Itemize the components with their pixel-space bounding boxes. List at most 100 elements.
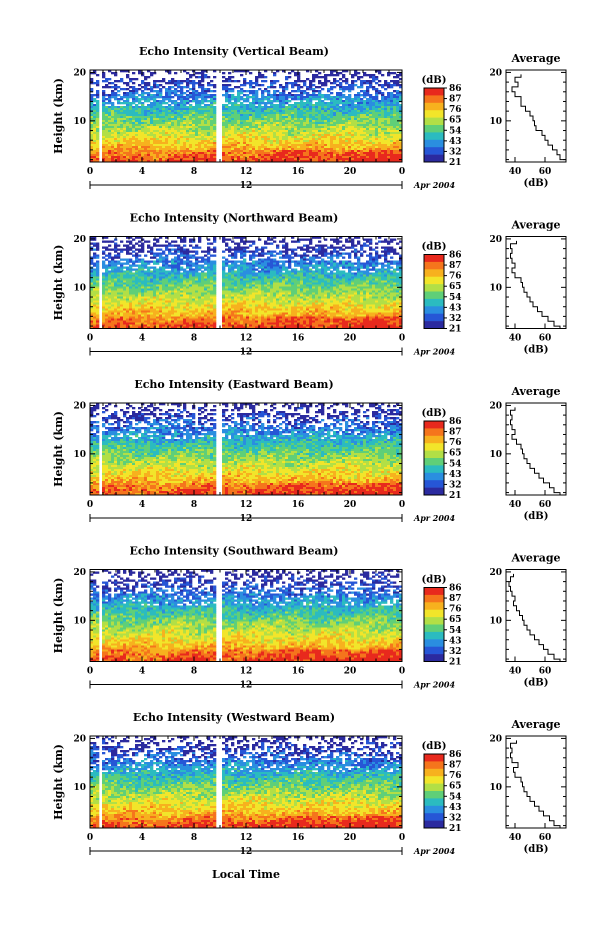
heatmap-cell <box>177 156 180 158</box>
colorbar-swatch <box>424 132 444 140</box>
heatmap-cell <box>168 116 171 118</box>
heatmap-cell <box>267 148 270 150</box>
heatmap-cell <box>174 130 177 132</box>
heatmap-cell <box>324 118 327 120</box>
heatmap-cell <box>300 138 303 140</box>
heatmap-cell <box>237 90 240 92</box>
heatmap-cell <box>342 245 345 247</box>
heatmap-cell <box>393 140 396 142</box>
heatmap-cell <box>276 118 279 120</box>
heatmap-cell <box>387 102 390 104</box>
heatmap-cell <box>210 100 213 102</box>
heatmap-cell <box>237 142 240 144</box>
heatmap-cell <box>297 138 300 140</box>
heatmap-cell <box>255 255 258 257</box>
heatmap-cell <box>324 114 327 116</box>
heatmap-cell <box>141 74 144 76</box>
heatmap-cell <box>93 98 96 100</box>
heatmap-cell <box>93 148 96 150</box>
heatmap-cell <box>96 128 99 130</box>
heatmap-cell <box>201 120 204 122</box>
heatmap-cell <box>93 253 96 255</box>
heatmap-cell <box>276 116 279 118</box>
heatmap-cell <box>201 261 204 263</box>
heatmap-cell <box>327 134 330 136</box>
heatmap-cell <box>378 241 381 243</box>
heatmap-cell <box>237 92 240 94</box>
heatmap-cell <box>363 132 366 134</box>
heatmap-cell <box>297 154 300 156</box>
heatmap-cell <box>360 150 363 152</box>
heatmap-cell <box>273 72 276 74</box>
heatmap-cell <box>237 130 240 132</box>
heatmap-cell <box>330 98 333 100</box>
heatmap-cell <box>201 116 204 118</box>
colorbar-tick-label: 65 <box>449 116 462 126</box>
heatmap-cell <box>357 156 360 158</box>
heatmap-cell <box>264 88 267 90</box>
heatmap-cell <box>180 108 183 110</box>
heatmap-cell <box>243 94 246 96</box>
heatmap-cell <box>303 132 306 134</box>
heatmap-cell <box>384 88 387 90</box>
heatmap-cell <box>363 243 366 245</box>
heatmap-cell <box>360 120 363 122</box>
heatmap-cell <box>360 106 363 108</box>
heatmap-cell <box>264 152 267 154</box>
heatmap-cell <box>237 144 240 146</box>
heatmap-cell <box>258 130 261 132</box>
heatmap-cell <box>318 253 321 255</box>
heatmap-cell <box>285 134 288 136</box>
heatmap-cell <box>339 241 342 243</box>
heatmap-cell <box>264 156 267 158</box>
heatmap-cell <box>150 128 153 130</box>
heatmap-cell <box>168 80 171 82</box>
heatmap-cell <box>234 102 237 104</box>
heatmap-cell <box>96 257 99 259</box>
heatmap-cell <box>351 154 354 156</box>
heatmap-cell <box>237 150 240 152</box>
heatmap-cell <box>321 261 324 263</box>
heatmap-cell <box>387 150 390 152</box>
heatmap-cell <box>294 253 297 255</box>
heatmap-cell <box>360 84 363 86</box>
heatmap-cell <box>138 124 141 126</box>
heatmap-cell <box>348 247 351 249</box>
heatmap-cell <box>96 134 99 136</box>
heatmap-cell <box>252 263 255 265</box>
heatmap-cell <box>378 144 381 146</box>
heatmap-cell <box>228 247 231 249</box>
heatmap-cell <box>390 122 393 124</box>
heatmap-cell <box>258 255 261 257</box>
heatmap-cell <box>156 92 159 94</box>
heatmap-cell <box>243 80 246 82</box>
heatmap-cell <box>267 144 270 146</box>
heatmap-cell <box>348 96 351 98</box>
heatmap-cell <box>279 154 282 156</box>
heatmap-cell <box>393 130 396 132</box>
heatmap-cell <box>96 136 99 138</box>
heatmap-cell <box>231 130 234 132</box>
heatmap-cell <box>234 261 237 263</box>
heatmap-cell <box>162 269 165 271</box>
heatmap-cell <box>288 72 291 74</box>
heatmap-cell <box>258 100 261 102</box>
heatmap-cell <box>267 100 270 102</box>
heatmap-cell <box>384 108 387 110</box>
heatmap-cell <box>297 148 300 150</box>
heatmap-cell <box>111 257 114 259</box>
heatmap-cell <box>300 134 303 136</box>
heatmap-cell <box>108 255 111 257</box>
heatmap-cell <box>213 152 216 154</box>
heatmap-cell <box>126 134 129 136</box>
heatmap-cell <box>333 124 336 126</box>
heatmap-cell <box>360 152 363 154</box>
heatmap-cell <box>285 100 288 102</box>
heatmap-cell <box>192 269 195 271</box>
heatmap-cell <box>381 100 384 102</box>
colorbar-swatch <box>424 110 444 118</box>
heatmap-cell <box>108 124 111 126</box>
heatmap-cell <box>261 255 264 257</box>
heatmap-cell <box>162 136 165 138</box>
heatmap-cell <box>207 82 210 84</box>
